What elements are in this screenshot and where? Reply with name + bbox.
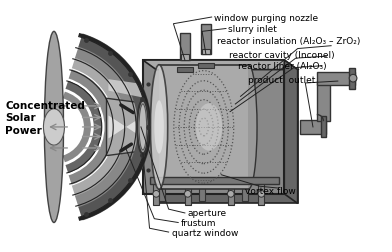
Text: product  outlet: product outlet (248, 75, 315, 84)
Ellipse shape (151, 66, 168, 190)
Text: Concentrated
Solar
Power: Concentrated Solar Power (5, 101, 85, 135)
Text: vortex flow: vortex flow (245, 186, 296, 195)
Bar (181, 55, 189, 61)
Text: reactor insulation (Al₂O₃ – ZrO₂): reactor insulation (Al₂O₃ – ZrO₂) (218, 37, 361, 46)
Polygon shape (109, 80, 142, 98)
Bar (159, 186, 165, 201)
Bar (242, 186, 248, 201)
Bar (199, 186, 205, 201)
Bar (153, 179, 159, 205)
Circle shape (349, 75, 357, 83)
Polygon shape (284, 61, 298, 204)
Ellipse shape (139, 105, 147, 150)
Ellipse shape (137, 101, 149, 154)
Text: window purging nozzle: window purging nozzle (214, 13, 318, 22)
Polygon shape (143, 61, 298, 70)
Ellipse shape (196, 104, 222, 151)
Ellipse shape (240, 66, 257, 190)
Bar (149, 177, 279, 184)
Circle shape (153, 191, 160, 197)
Text: reactor liner (Al₂O₃): reactor liner (Al₂O₃) (238, 62, 327, 71)
Bar (258, 179, 264, 205)
Bar (201, 25, 211, 55)
Bar (177, 68, 192, 72)
Ellipse shape (138, 103, 148, 152)
Ellipse shape (44, 32, 64, 223)
Bar (299, 121, 326, 134)
Text: reactor cavity (Inconel): reactor cavity (Inconel) (229, 51, 334, 59)
Text: quartz window: quartz window (172, 228, 238, 237)
Bar (143, 61, 284, 194)
Bar (198, 64, 214, 68)
Bar (180, 34, 190, 61)
Bar (317, 72, 355, 85)
Circle shape (184, 191, 191, 197)
Ellipse shape (44, 109, 64, 145)
Polygon shape (109, 116, 141, 139)
Bar (202, 49, 210, 55)
Polygon shape (156, 70, 298, 204)
Bar (317, 82, 330, 122)
Bar (185, 179, 191, 205)
Text: aperture: aperture (188, 209, 227, 217)
Polygon shape (159, 66, 249, 190)
Ellipse shape (154, 101, 164, 154)
Text: slurry inlet: slurry inlet (228, 25, 277, 34)
Bar (321, 117, 326, 138)
Bar (228, 179, 234, 205)
Bar (349, 68, 355, 89)
Circle shape (227, 191, 234, 197)
Polygon shape (107, 99, 143, 156)
Circle shape (258, 191, 265, 197)
Text: frustum: frustum (181, 218, 216, 227)
